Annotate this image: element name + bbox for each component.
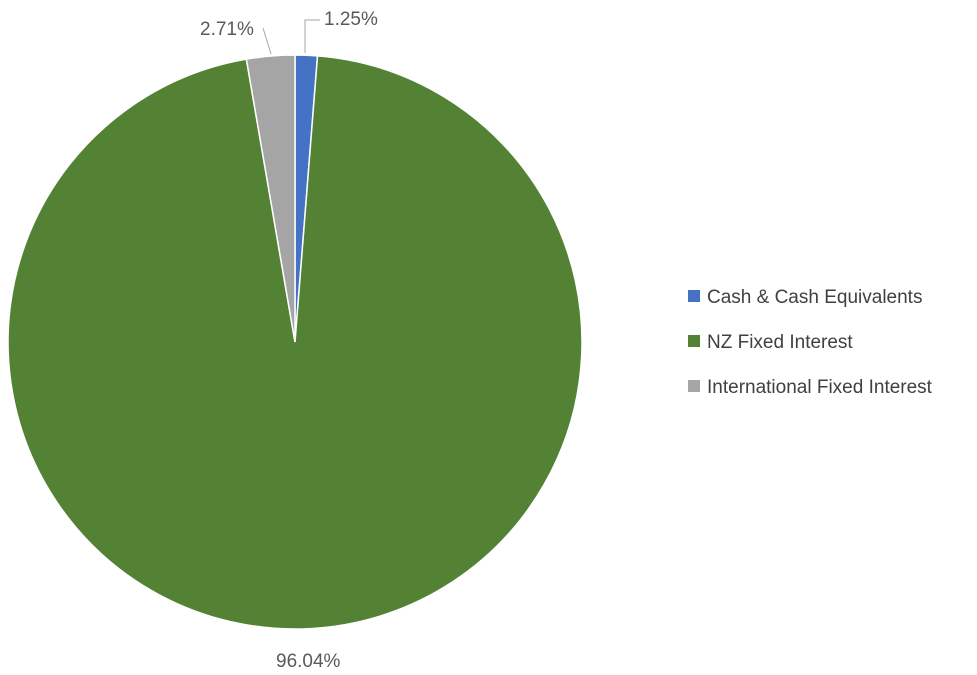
legend: Cash & Cash Equivalents NZ Fixed Interes… xyxy=(688,287,933,398)
legend-swatch-nz-fixed-interest xyxy=(688,335,700,347)
legend-swatch-cash xyxy=(688,290,700,302)
legend-label-nz-fixed-interest: NZ Fixed Interest xyxy=(707,332,853,353)
leader-lines xyxy=(262,19,320,55)
data-label-cash: 1.25% xyxy=(324,9,378,30)
pie-slice-international-fixed-interest xyxy=(245,54,296,343)
data-labels: 1.25% 96.04% 2.71% xyxy=(200,9,378,672)
data-label-international-fixed-interest: 2.71% xyxy=(200,19,254,40)
leader-line-international-fixed-interest xyxy=(262,27,272,55)
data-label-nz-fixed-interest: 96.04% xyxy=(276,651,341,672)
legend-label-international-fixed-interest: International Fixed Interest xyxy=(707,377,933,398)
legend-label-cash: Cash & Cash Equivalents xyxy=(707,287,922,308)
leader-line-cash xyxy=(304,19,320,53)
legend-swatch-international-fixed-interest xyxy=(688,380,700,392)
pie-slices xyxy=(7,54,583,630)
pie-slice-nz-fixed-interest xyxy=(7,55,583,630)
